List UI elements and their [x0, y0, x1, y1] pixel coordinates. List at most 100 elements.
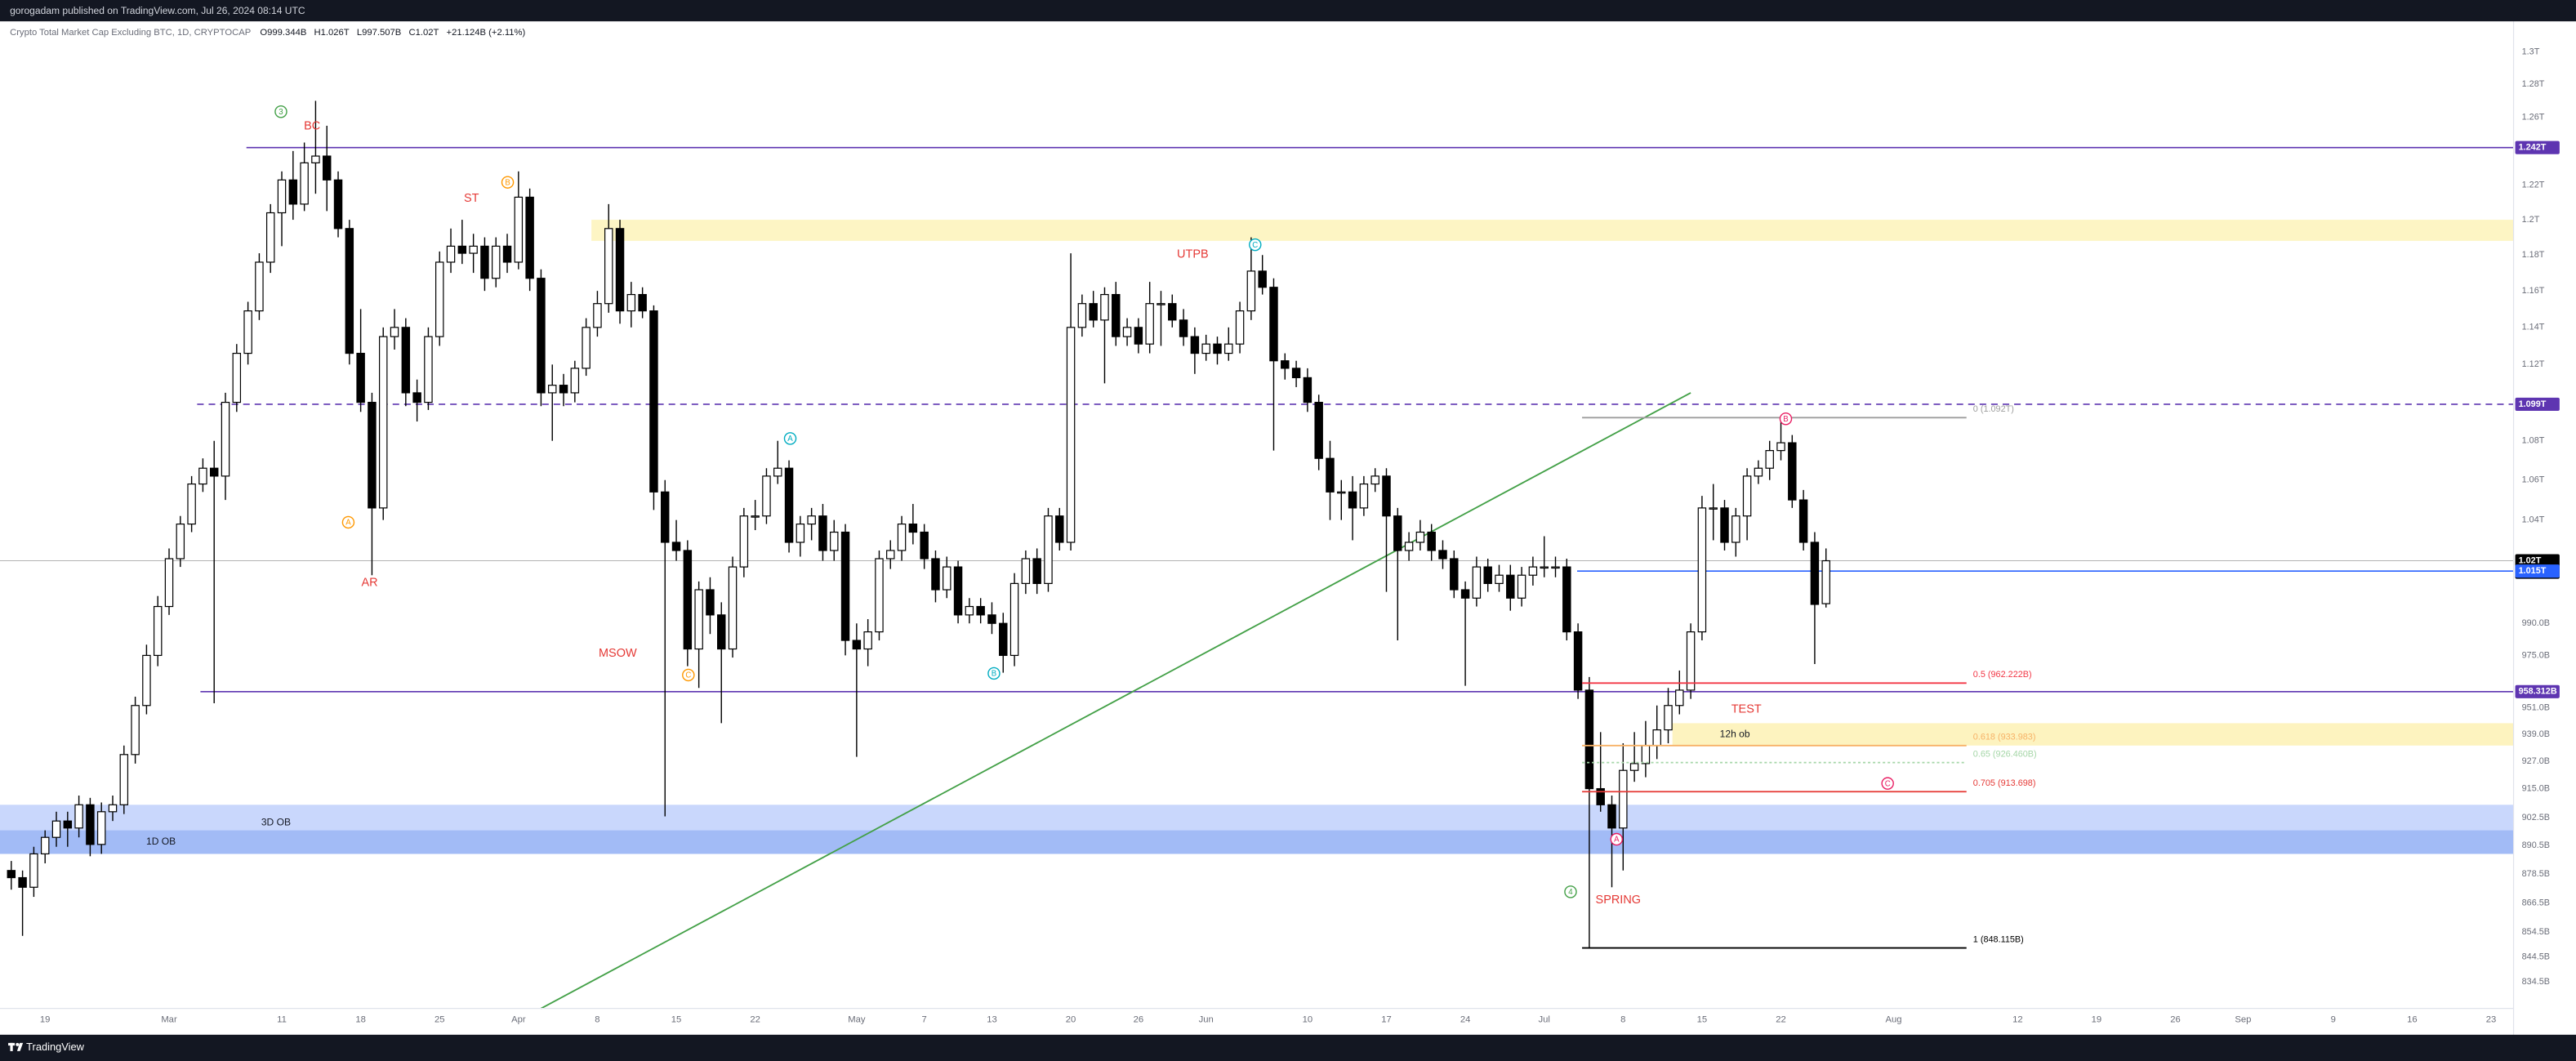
candle-body: [401, 327, 411, 394]
y-tick-label: 1.14T: [2522, 323, 2545, 332]
x-tick-label: 26: [2170, 1015, 2181, 1025]
candle-body: [1472, 566, 1482, 599]
candle-body: [1179, 319, 1188, 337]
candle-body: [1607, 804, 1616, 829]
y-tick-label: 915.0B: [2522, 783, 2550, 793]
candle-body: [1798, 499, 1808, 543]
candle-body: [908, 523, 918, 533]
candle-body: [1359, 483, 1369, 509]
annotation: SPRING: [1596, 894, 1641, 907]
y-tick-label: 890.5B: [2522, 840, 2550, 850]
candle-body: [1596, 787, 1605, 805]
candle-body: [1393, 515, 1402, 551]
candle-body: [762, 475, 771, 517]
candle-body: [875, 558, 884, 633]
candle-body: [683, 550, 693, 650]
candle-body: [1776, 442, 1785, 452]
candle-body: [965, 605, 974, 616]
price-label-box: [2515, 684, 2560, 698]
trendline: [541, 392, 1691, 1010]
candle-body: [582, 327, 591, 369]
candle-body: [311, 155, 320, 163]
x-tick-label: Apr: [511, 1015, 526, 1025]
zone: [591, 220, 2514, 241]
candle-body: [694, 589, 703, 650]
candle-body: [176, 523, 185, 559]
candle-body: [525, 196, 534, 279]
candle-body: [142, 654, 151, 707]
top-bar: [0, 0, 2576, 22]
wave-marker-label: A: [1614, 836, 1620, 845]
x-tick-label: 23: [2486, 1015, 2497, 1025]
logo-part: [16, 1042, 20, 1046]
candle-body: [1562, 566, 1571, 633]
candle-body: [29, 853, 38, 888]
candle-body: [1235, 310, 1245, 345]
candle-body: [604, 228, 613, 305]
candle-body: [1765, 450, 1774, 469]
candle-body: [1246, 270, 1256, 312]
candle-body: [368, 401, 377, 509]
candle-body: [548, 385, 557, 394]
candle-body: [232, 352, 242, 403]
wave-marker-label: A: [787, 435, 793, 444]
candle-body: [1044, 515, 1053, 584]
y-tick-label: 927.0B: [2522, 756, 2550, 766]
candle-body: [1720, 507, 1729, 543]
legend-change: +21.124B (+2.11%): [447, 28, 526, 38]
candle-body: [671, 542, 681, 551]
candle-body: [1370, 475, 1379, 485]
candle-body: [345, 228, 354, 354]
candle-body: [840, 531, 850, 641]
wave-marker-label: C: [1885, 779, 1891, 788]
candle-body: [1157, 303, 1165, 305]
annotation: ST: [464, 192, 479, 205]
candle-body: [277, 179, 287, 214]
candle-body: [469, 245, 478, 254]
candle-body: [1066, 327, 1076, 543]
candle-body: [1652, 729, 1661, 747]
candle-body: [1584, 689, 1594, 790]
candle-body: [920, 531, 929, 559]
wave-marker: [1249, 238, 1262, 252]
publisher: gorogadam published on TradingView.com, …: [10, 5, 305, 16]
x-tick-label: 8: [595, 1015, 599, 1025]
fib-label: 0.5 (962.222B): [1973, 670, 2032, 680]
candle-body: [987, 614, 996, 624]
candle-body: [480, 245, 489, 279]
annotation: UTPB: [1177, 248, 1209, 261]
candle-body: [1055, 515, 1064, 543]
candle-body: [1551, 566, 1560, 569]
x-tick-label: Jun: [1199, 1015, 1214, 1025]
candle-body: [784, 467, 794, 543]
candle-body: [378, 336, 388, 509]
x-tick-label: 22: [1776, 1015, 1786, 1025]
candle-body: [446, 245, 456, 263]
candle-body: [852, 640, 862, 650]
x-tick-label: 17: [1381, 1015, 1392, 1025]
candle-body: [559, 385, 568, 394]
y-tick-label: 878.5B: [2522, 869, 2550, 879]
wave-marker: [1564, 885, 1577, 898]
candle-body: [1122, 327, 1132, 337]
wave-marker-label: B: [505, 178, 510, 187]
x-tick-label: 13: [987, 1015, 997, 1025]
candle-body: [153, 605, 163, 657]
candle-body: [1788, 442, 1797, 501]
price-label: 1.02T: [2519, 555, 2542, 565]
fibonacci: 0 (1.092T) 0.5 (962.222B) 0.618 (933.983) 0…: [1582, 404, 2037, 949]
candle-body: [187, 483, 196, 525]
wave-marker-label: 4: [1568, 888, 1573, 897]
y-tick-label: 1.26T: [2522, 113, 2545, 123]
candle-body: [1810, 542, 1820, 605]
wave-marker: [682, 668, 695, 682]
annotation: AR: [362, 577, 378, 590]
y-tick-label: 1.04T: [2522, 515, 2545, 525]
candle-body: [209, 467, 219, 477]
candle-body: [999, 622, 1008, 657]
y-tick-label: 854.5B: [2522, 927, 2550, 937]
x-tick-label: 15: [1697, 1015, 1708, 1025]
y-tick-label: 866.5B: [2522, 898, 2550, 907]
wave-marker-label: A: [345, 519, 351, 528]
